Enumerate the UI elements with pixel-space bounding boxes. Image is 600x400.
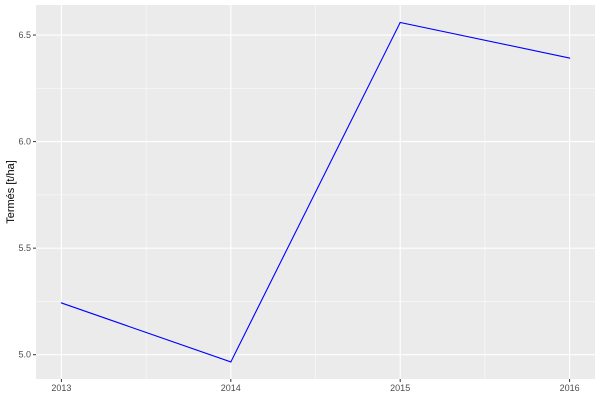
y-tick-label: 5.0 [18,350,31,360]
data-point [60,302,63,304]
data-point [399,21,401,24]
data-point [230,361,232,363]
x-tick-label: 2016 [560,383,580,393]
x-tick-label: 2014 [221,383,241,393]
y-tick-label: 6.0 [18,137,31,147]
x-tick-label: 2013 [51,383,71,393]
x-tick-label: 2015 [390,383,410,393]
y-tick-label: 5.5 [18,243,31,253]
y-tick-label: 6.5 [18,30,31,40]
series-line [61,21,570,363]
y-axis-label: Termés [t/ha] [5,160,17,224]
data-point [568,57,571,59]
